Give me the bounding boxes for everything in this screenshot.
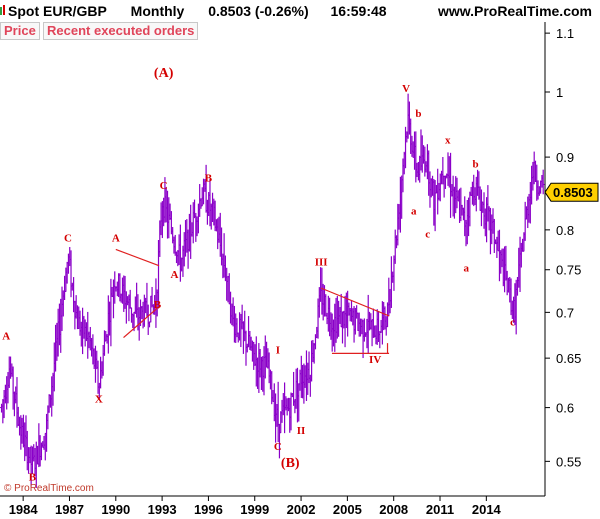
- y-tick-label: 0.8: [556, 223, 574, 238]
- period-label: Monthly: [130, 3, 185, 19]
- y-tick-label: 0.75: [556, 263, 581, 278]
- y-tick-label: 0.55: [556, 454, 581, 469]
- x-tick-label: 1990: [101, 502, 130, 517]
- last-price-label: 0.8503: [553, 185, 593, 200]
- wave-label: C: [274, 441, 282, 453]
- wave-label: IV: [369, 354, 381, 366]
- wave-label: a: [464, 262, 470, 274]
- last-price-marker: 0.8503: [544, 182, 599, 202]
- wave-label: C: [64, 233, 72, 245]
- x-tick-label: 2014: [472, 502, 502, 517]
- price-tab[interactable]: Price: [0, 22, 40, 40]
- y-tick-label: 1: [556, 85, 563, 100]
- wave-label: a: [411, 206, 417, 218]
- wave-label: A: [170, 269, 178, 281]
- y-tick-label: 0.65: [556, 351, 581, 366]
- wave-label: B: [154, 299, 162, 311]
- site-link[interactable]: www.ProRealTime.com: [437, 3, 592, 19]
- wave-label: (B): [281, 456, 300, 471]
- wave-label: c: [510, 317, 515, 329]
- wave-label: A: [112, 233, 120, 245]
- x-tick-label: 2002: [287, 502, 316, 517]
- x-axis: 1984 1987 1990 1993 1996 1999 2002 2005 2008 2011…: [9, 496, 502, 517]
- orders-tab[interactable]: Recent executed orders: [43, 22, 199, 40]
- x-tick-label: 2011: [426, 502, 454, 517]
- wave-label: X: [95, 393, 103, 405]
- x-tick-label: 1999: [240, 502, 269, 517]
- wave-label: I: [276, 344, 280, 356]
- instrument-name: Spot EUR/GBP: [8, 3, 107, 19]
- header-info: Spot EUR/GBP Monthly 0.8503 (-0.26%) 16:…: [8, 3, 393, 19]
- x-tick-label: 1984: [9, 502, 39, 517]
- trendline: [123, 304, 161, 339]
- trendline: [115, 248, 160, 267]
- wave-label: II: [297, 425, 306, 437]
- x-tick-label: 1996: [194, 502, 223, 517]
- wave-label: V: [402, 83, 410, 95]
- quote-value: 0.8503 (-0.26%): [208, 3, 309, 19]
- wave-label: III: [315, 257, 328, 269]
- candlestick-icon: [0, 5, 5, 15]
- wave-label: b: [415, 108, 421, 120]
- trendline-layer: [115, 248, 390, 355]
- wave-label: c: [425, 229, 430, 241]
- bars-layer: [0, 93, 545, 488]
- wave-label: x: [445, 135, 451, 147]
- wave-label: (A): [154, 66, 174, 81]
- x-tick-label: 1993: [148, 502, 177, 517]
- wave-label: C: [160, 180, 168, 192]
- y-tick-label: 0.6: [556, 401, 574, 416]
- x-tick-label: 1987: [55, 502, 84, 517]
- y-tick-label: 1.1: [556, 26, 574, 41]
- y-tick-label: 0.9: [556, 150, 574, 165]
- ohlc-bar: [541, 169, 545, 195]
- y-axis: 1.1 1 0.9 0.8 0.75 0.7 0.65 0.6 0.55: [545, 26, 581, 469]
- chart-header: Spot EUR/GBP Monthly 0.8503 (-0.26%) 16:…: [0, 0, 600, 22]
- wave-label: A: [2, 330, 10, 342]
- wave-label: B: [29, 472, 37, 484]
- trendline: [320, 287, 390, 317]
- copyright-text: © ProRealTime.com: [4, 483, 94, 494]
- x-tick-label: 2008: [379, 502, 408, 517]
- last-price-box: [544, 182, 599, 202]
- x-tick-label: 2005: [333, 502, 362, 517]
- wave-label: B: [205, 173, 213, 185]
- y-tick-label: 0.7: [556, 305, 574, 320]
- wave-label: b: [472, 158, 478, 170]
- time-label: 16:59:48: [330, 3, 387, 19]
